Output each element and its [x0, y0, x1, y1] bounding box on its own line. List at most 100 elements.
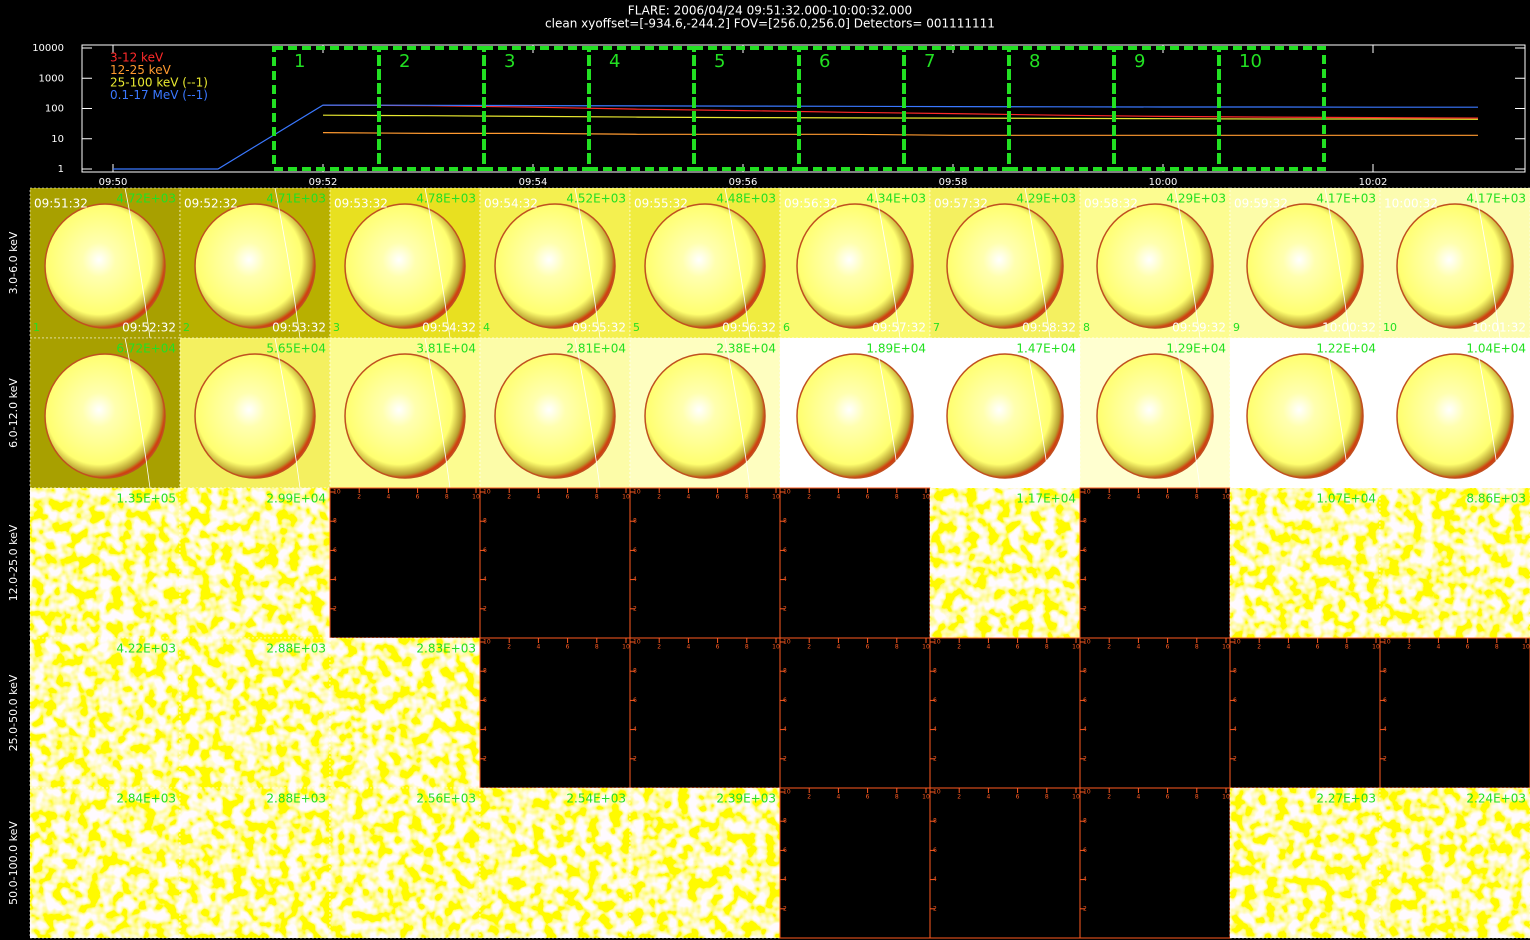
- image-tile: 6.72E+04: [29, 337, 181, 489]
- solar-disk: [1096, 203, 1214, 329]
- peak-value: 6.72E+04: [116, 342, 176, 356]
- image-tile: 2 2 4 4 6 6 8 8 10 10: [1229, 637, 1381, 789]
- empty-panel: [1379, 637, 1530, 789]
- tile-index: 3: [333, 321, 340, 334]
- peak-value: 4.71E+03: [266, 192, 326, 206]
- panel-tick-label: 10: [772, 644, 780, 651]
- peak-value: 1.07E+04: [1316, 492, 1376, 506]
- panel-tick-label: 10: [622, 644, 630, 651]
- peak-value: 1.04E+04: [1466, 342, 1526, 356]
- panel-tick-label: 10: [1222, 644, 1230, 651]
- panel-tick-label: 8: [333, 518, 337, 525]
- peak-value: 3.81E+04: [416, 342, 476, 356]
- panel-tick-label: 6: [633, 547, 637, 554]
- panel-tick-label: 2: [483, 605, 487, 612]
- image-tile: 2 2 4 4 6 6 8 8 10 10: [929, 787, 1081, 939]
- y-tick-label: 10000: [32, 43, 64, 54]
- series-line: [113, 104, 1478, 170]
- x-tick-label: 09:50: [99, 177, 128, 188]
- panel-tick-label: 2: [783, 605, 787, 612]
- interval-label: 5: [714, 51, 725, 72]
- energy-band-label: 3.0-6.0 keV: [7, 231, 20, 294]
- x-tick-label: 10:00: [1149, 177, 1178, 188]
- empty-panel: [1079, 637, 1231, 789]
- image-tile: 2 2 4 4 6 6 8 8 10 10: [479, 637, 631, 789]
- peak-value: 4.72E+03: [116, 192, 176, 206]
- panel-tick-label: 8: [633, 518, 637, 525]
- peak-value: 2.99E+04: [266, 492, 326, 506]
- interval-label: 1: [294, 51, 305, 72]
- x-tick-label: 09:52: [309, 177, 338, 188]
- interval-label: 7: [924, 51, 935, 72]
- panel-tick-label: 4: [633, 726, 637, 733]
- panel-tick-label: 8: [895, 644, 899, 651]
- image-tile: 4.71E+03 09:52:32 09:53:32 2: [179, 187, 331, 339]
- series-line: [322, 114, 1479, 120]
- panel-tick-label: 2: [807, 494, 811, 501]
- panel-tick-label: 2: [1107, 494, 1111, 501]
- panel-tick-label: 2: [1407, 644, 1411, 651]
- image-tile: 2.38E+04: [629, 337, 781, 489]
- peak-value: 4.29E+03: [1166, 192, 1226, 206]
- panel-tick-label: 10: [1522, 644, 1530, 651]
- panel-tick-label: 10: [1072, 644, 1080, 651]
- peak-value: 4.78E+03: [416, 192, 476, 206]
- tile-start-time: 09:58:32: [1084, 197, 1138, 211]
- panel-tick-label: 6: [1466, 644, 1470, 651]
- panel-tick-label: 4: [986, 644, 990, 651]
- tile-noise: [1380, 788, 1530, 938]
- image-tile: 2 2 4 4 6 6 8 8 10 10: [1079, 637, 1231, 789]
- peak-value: 4.17E+03: [1316, 192, 1376, 206]
- empty-panel: [629, 487, 781, 639]
- tile-end-time: 10:01:32: [1472, 321, 1526, 335]
- panel-tick-label: 4: [1383, 726, 1387, 733]
- image-tile: 4.72E+03 09:51:32 09:52:32 1: [29, 187, 181, 339]
- panel-tick-label: 10: [622, 494, 630, 501]
- panel-tick-label: 8: [1083, 818, 1087, 825]
- limb-line: [1324, 337, 1351, 489]
- image-tile: 2 2 4 4 6 6 8 8 10 10: [1379, 637, 1530, 789]
- image-tile: 1.29E+04: [1079, 337, 1231, 489]
- panel-tick-label: 8: [745, 494, 749, 501]
- empty-panel: [1079, 487, 1231, 639]
- empty-panel: [479, 637, 631, 789]
- panel-tick-label: 6: [783, 697, 787, 704]
- x-tick-label: 09:58: [939, 177, 968, 188]
- solar-disk: [1096, 353, 1214, 479]
- image-tile: 4.78E+03 09:53:32 09:54:32 3: [329, 187, 481, 339]
- panel-tick-label: 4: [1233, 726, 1237, 733]
- image-tile: 2.83E+03: [329, 637, 481, 789]
- tile-index: 7: [933, 321, 940, 334]
- tile-frame: [1379, 487, 1530, 639]
- peak-value: 1.29E+04: [1166, 342, 1226, 356]
- tile-start-time: 09:53:32: [334, 197, 388, 211]
- panel-tick-label: 2: [957, 794, 961, 801]
- panel-tick-label: 2: [633, 605, 637, 612]
- empty-panel: [779, 787, 931, 939]
- tile-frame: [1379, 337, 1530, 489]
- tile-index: 2: [183, 321, 190, 334]
- panel-tick-label: 6: [1166, 794, 1170, 801]
- panel-tick-label: 6: [1016, 794, 1020, 801]
- image-tile: 2 2 4 4 6 6 8 8 10 10: [779, 487, 931, 639]
- energy-band-label: 25.0-50.0 keV: [7, 674, 20, 751]
- panel-tick-label: 2: [1107, 794, 1111, 801]
- y-tick-label: 100: [45, 104, 64, 115]
- peak-value: 2.24E+03: [1466, 792, 1526, 806]
- image-tile: 2 2 4 4 6 6 8 8 10 10: [1079, 487, 1231, 639]
- limb-line: [124, 187, 151, 339]
- panel-tick-label: 6: [483, 697, 487, 704]
- image-tile: 2.24E+03: [1379, 787, 1530, 939]
- limb-line: [424, 187, 451, 339]
- tile-index: 8: [1083, 321, 1090, 334]
- panel-tick-label: 8: [595, 494, 599, 501]
- panel-tick-label: 2: [483, 755, 487, 762]
- tile-noise: [30, 638, 180, 788]
- panel-tick-label: 8: [1383, 668, 1387, 675]
- image-tile: 4.29E+03 09:58:32 09:59:32 8: [1079, 187, 1231, 339]
- peak-value: 8.86E+03: [1466, 492, 1526, 506]
- panel-tick-label: 10: [1222, 794, 1230, 801]
- panel-tick-label: 6: [933, 847, 937, 854]
- panel-tick-label: 2: [633, 755, 637, 762]
- peak-value: 1.17E+04: [1016, 492, 1076, 506]
